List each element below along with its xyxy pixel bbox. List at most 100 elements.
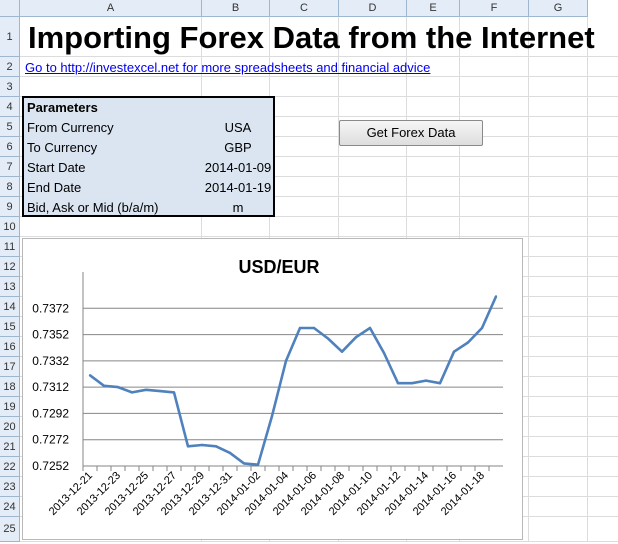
get-forex-data-button[interactable]: Get Forex Data bbox=[339, 120, 483, 146]
column-header-E[interactable]: E bbox=[407, 0, 460, 17]
row-gridline bbox=[20, 56, 618, 57]
param-value[interactable]: 2014-01-19 bbox=[204, 180, 272, 195]
row-header-3[interactable]: 3 bbox=[0, 77, 20, 97]
data-point bbox=[186, 445, 190, 448]
row-header-17[interactable]: 17 bbox=[0, 357, 20, 377]
param-value[interactable]: GBP bbox=[224, 140, 252, 155]
forex-chart[interactable]: USD/EUR 0.7252 0.7272 0.7292 0.7312 0.7332 0.7… bbox=[22, 238, 523, 540]
data-point bbox=[466, 341, 470, 344]
row-header-10[interactable]: 10 bbox=[0, 217, 20, 237]
data-point bbox=[172, 391, 176, 394]
row-header-22[interactable]: 22 bbox=[0, 457, 20, 477]
data-point bbox=[312, 326, 316, 330]
data-point bbox=[200, 443, 204, 447]
usd-eur-series-line bbox=[89, 295, 498, 466]
investexcel-link[interactable]: Go to http://investexcel.net for more sp… bbox=[25, 60, 431, 75]
row-header-14[interactable]: 14 bbox=[0, 297, 20, 317]
column-header-D[interactable]: D bbox=[339, 0, 407, 17]
data-point bbox=[438, 382, 442, 385]
row-header-6[interactable]: 6 bbox=[0, 137, 20, 157]
row-header-8[interactable]: 8 bbox=[0, 177, 20, 197]
data-point bbox=[298, 326, 302, 330]
column-header-G[interactable]: G bbox=[529, 0, 588, 17]
row-gridline bbox=[20, 176, 618, 177]
param-label: Start Date bbox=[27, 160, 86, 175]
row-header-23[interactable]: 23 bbox=[0, 477, 20, 497]
column-header-F[interactable]: F bbox=[460, 0, 529, 17]
parameters-table: Parameters From Currency USA To Currency GB… bbox=[22, 96, 275, 217]
column-header-A[interactable]: A bbox=[20, 0, 202, 17]
row-header-11[interactable]: 11 bbox=[0, 237, 20, 257]
y-tick-label: 0.7372 bbox=[32, 301, 69, 315]
data-point bbox=[452, 350, 456, 353]
row-header-25[interactable]: 25 bbox=[0, 517, 20, 542]
param-label: End Date bbox=[27, 180, 82, 195]
data-point bbox=[340, 350, 344, 353]
parameters-header: Parameters bbox=[27, 100, 98, 115]
row-gridline bbox=[20, 196, 618, 197]
column-header-B[interactable]: B bbox=[202, 0, 270, 17]
data-point bbox=[410, 382, 414, 385]
y-tick-label: 0.7292 bbox=[32, 406, 69, 420]
data-point bbox=[424, 379, 428, 382]
data-point bbox=[228, 451, 232, 455]
column-gridline bbox=[587, 17, 588, 542]
row-header-21[interactable]: 21 bbox=[0, 437, 20, 457]
data-point bbox=[354, 336, 358, 339]
y-tick-label: 0.7272 bbox=[32, 433, 69, 447]
data-point bbox=[494, 295, 498, 298]
y-tick-label: 0.7352 bbox=[32, 328, 69, 342]
data-point bbox=[102, 384, 106, 388]
param-label: To Currency bbox=[27, 140, 98, 155]
row-header-16[interactable]: 16 bbox=[0, 337, 20, 357]
row-header-18[interactable]: 18 bbox=[0, 377, 20, 397]
row-header-1[interactable]: 1 bbox=[0, 17, 20, 57]
row-header-13[interactable]: 13 bbox=[0, 277, 20, 297]
column-gridline bbox=[528, 17, 529, 542]
param-value[interactable]: 2014-01-09 bbox=[204, 160, 272, 175]
data-point bbox=[242, 462, 246, 465]
param-value[interactable]: USA bbox=[224, 120, 252, 135]
param-label: From Currency bbox=[27, 120, 114, 135]
select-all-corner[interactable] bbox=[0, 0, 20, 17]
row-gridline bbox=[20, 216, 618, 217]
row-gridline bbox=[20, 136, 618, 137]
row-header-2[interactable]: 2 bbox=[0, 57, 20, 77]
data-point bbox=[158, 389, 162, 393]
row-header-7[interactable]: 7 bbox=[0, 157, 20, 177]
data-point bbox=[116, 385, 120, 389]
row-header-15[interactable]: 15 bbox=[0, 317, 20, 337]
row-header-19[interactable]: 19 bbox=[0, 397, 20, 417]
data-point bbox=[368, 326, 372, 330]
row-header-5[interactable]: 5 bbox=[0, 117, 20, 137]
row-header-24[interactable]: 24 bbox=[0, 497, 20, 517]
data-point bbox=[382, 351, 386, 355]
row-header-9[interactable]: 9 bbox=[0, 197, 20, 217]
data-point bbox=[214, 445, 218, 448]
param-label: Bid, Ask or Mid (b/a/m) bbox=[27, 200, 159, 215]
row-header-12[interactable]: 12 bbox=[0, 257, 20, 277]
row-gridline bbox=[20, 236, 618, 237]
data-point bbox=[480, 326, 484, 330]
data-point bbox=[130, 391, 134, 394]
row-header-20[interactable]: 20 bbox=[0, 417, 20, 437]
data-point bbox=[88, 374, 92, 377]
data-point bbox=[144, 388, 148, 391]
y-tick-label: 0.7252 bbox=[32, 459, 69, 473]
data-point bbox=[396, 382, 400, 385]
forex-chart-svg: USD/EUR 0.7252 0.7272 0.7292 0.7312 0.7332 0.7… bbox=[32, 257, 503, 518]
row-gridline bbox=[20, 156, 618, 157]
row-gridline bbox=[20, 76, 618, 77]
row-header-4[interactable]: 4 bbox=[0, 97, 20, 117]
param-value[interactable]: m bbox=[232, 200, 244, 215]
y-tick-label: 0.7332 bbox=[32, 354, 69, 368]
data-point bbox=[284, 359, 288, 363]
row-gridline bbox=[20, 116, 618, 117]
page-title: Importing Forex Data from the Internet bbox=[28, 20, 595, 55]
data-point bbox=[270, 414, 274, 418]
column-header-C[interactable]: C bbox=[270, 0, 339, 17]
data-point bbox=[326, 337, 330, 340]
chart-title: USD/EUR bbox=[238, 257, 319, 277]
y-tick-label: 0.7312 bbox=[32, 380, 69, 394]
data-point bbox=[256, 463, 260, 466]
